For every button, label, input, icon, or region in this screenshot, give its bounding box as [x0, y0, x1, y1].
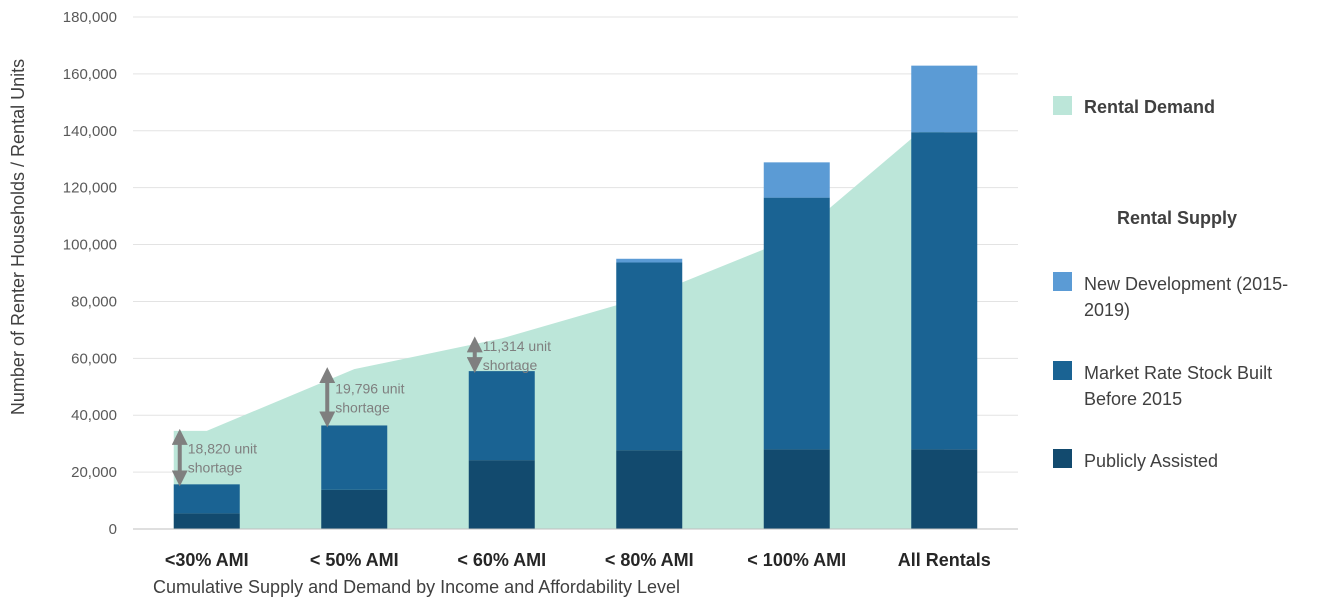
y-axis-title: Number of Renter Households / Rental Uni… — [8, 59, 28, 415]
shortage-label: shortage — [483, 357, 538, 373]
y-tick-label: 60,000 — [71, 350, 117, 367]
bar-segment — [911, 65, 978, 133]
y-tick-label: 80,000 — [71, 293, 117, 310]
bar-segment — [911, 132, 978, 450]
x-axis-title: Cumulative Supply and Demand by Income a… — [153, 577, 680, 597]
shortage-label: 11,314 unit — [483, 338, 551, 354]
x-tick-label: < 50% AMI — [310, 550, 399, 570]
y-tick-label: 120,000 — [63, 180, 117, 197]
legend-swatch — [1053, 361, 1072, 380]
shortage-label: 19,796 unit — [335, 380, 404, 396]
legend-swatch — [1053, 449, 1072, 468]
y-axis-ticks: 0 20,000 40,000 60,000 80,000 100,000 120,000 1… — [63, 9, 117, 538]
shortage-label: shortage — [335, 399, 390, 415]
bar-segment — [911, 449, 978, 529]
bar-segment — [321, 489, 388, 529]
x-tick-label: < 100% AMI — [747, 550, 846, 570]
x-tick-label: All Rentals — [898, 550, 991, 570]
y-tick-label: 40,000 — [71, 407, 117, 424]
y-tick-label: 160,000 — [63, 66, 117, 83]
rental-demand-area — [173, 110, 945, 529]
legend: Rental Demand Rental Supply New Developm… — [1053, 96, 1288, 471]
y-tick-label: 20,000 — [71, 464, 117, 481]
bar-segment — [616, 258, 683, 263]
annotations-layer: 18,820 unit shortage 19,796 unit shortage 11… — [171, 336, 551, 487]
bars-layer — [173, 65, 978, 529]
legend-label: Market Rate Stock Built — [1084, 363, 1272, 383]
y-tick-label: 0 — [109, 521, 117, 538]
legend-swatch-rental-demand — [1053, 96, 1072, 115]
y-tick-label: 100,000 — [63, 237, 117, 254]
x-axis-ticks: <30% AMI < 50% AMI < 60% AMI < 80% AMI < 100… — [165, 550, 991, 570]
bar-segment — [616, 262, 683, 451]
legend-supply-items: New Development (2015- 2019) Market Rate S… — [1053, 272, 1288, 471]
y-tick-label: 180,000 — [63, 9, 117, 26]
x-tick-label: <30% AMI — [165, 550, 249, 570]
demand-area-layer — [173, 110, 945, 529]
shortage-label: shortage — [188, 460, 243, 476]
y-tick-label: 140,000 — [63, 123, 117, 140]
bar-segment — [173, 484, 240, 514]
legend-label: New Development (2015- — [1084, 274, 1288, 294]
shortage-label: 18,820 unit — [188, 441, 257, 457]
bar-segment — [616, 450, 683, 529]
bar-segment — [321, 425, 388, 490]
bar-segment — [468, 371, 535, 461]
legend-label: 2019) — [1084, 300, 1130, 320]
legend-label-rental-demand: Rental Demand — [1084, 97, 1215, 117]
legend-label: Publicly Assisted — [1084, 451, 1218, 471]
legend-swatch — [1053, 272, 1072, 291]
bar-segment — [763, 449, 830, 529]
legend-header-rental-supply: Rental Supply — [1117, 208, 1237, 228]
bar-segment — [173, 513, 240, 529]
bar-segment — [468, 460, 535, 529]
x-tick-label: < 60% AMI — [457, 550, 546, 570]
bar-segment — [763, 162, 830, 198]
legend-label: Before 2015 — [1084, 389, 1182, 409]
bar-segment — [763, 197, 830, 450]
x-tick-label: < 80% AMI — [605, 550, 694, 570]
